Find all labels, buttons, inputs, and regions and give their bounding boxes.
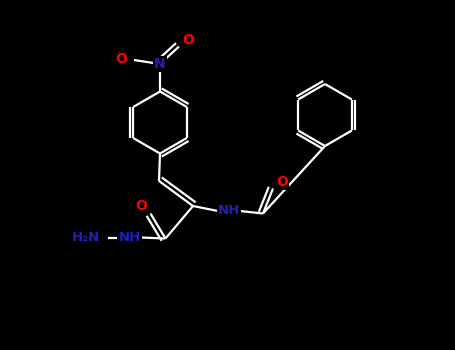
Text: O: O [182,33,194,47]
Text: O: O [276,175,288,189]
Text: O: O [136,199,147,213]
Text: NH: NH [118,231,141,244]
Text: H₂N: H₂N [72,231,100,244]
Text: O: O [116,52,127,66]
Text: N: N [154,57,166,71]
Text: NH: NH [218,204,240,217]
